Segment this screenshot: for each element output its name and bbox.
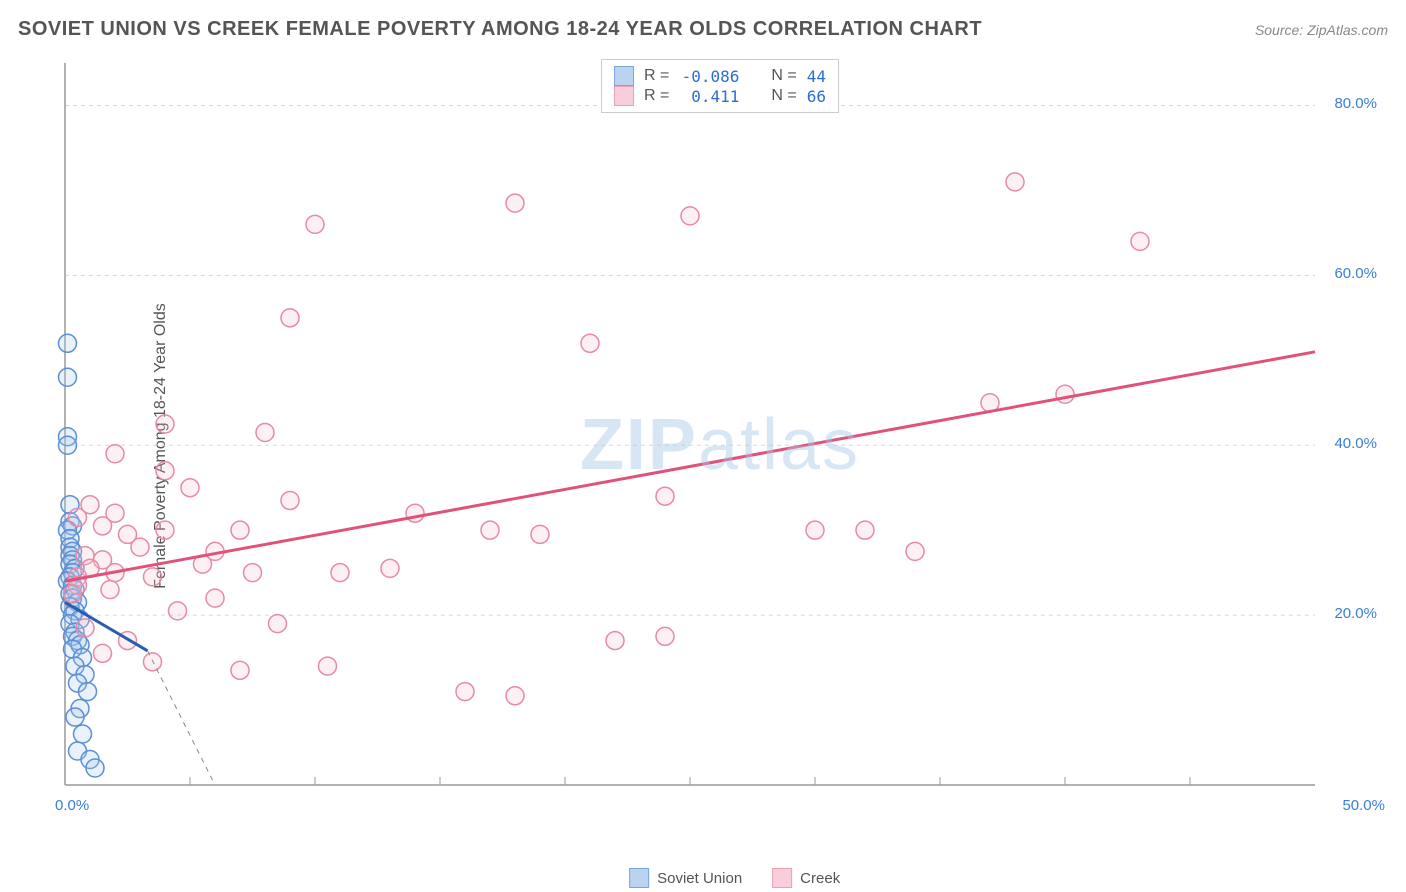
- legend-n-value: 66: [807, 87, 826, 106]
- chart-svg: [55, 55, 1385, 835]
- legend-swatch: [772, 868, 792, 888]
- legend-r-value: 0.411: [679, 87, 739, 106]
- legend-r-value: -0.086: [679, 67, 739, 86]
- legend-series-label: Soviet Union: [657, 870, 742, 887]
- source-label: Source: ZipAtlas.com: [1255, 22, 1388, 38]
- legend-n-label: N =: [771, 67, 796, 85]
- y-tick-label: 80.0%: [1334, 95, 1377, 112]
- legend-swatch: [614, 66, 634, 86]
- legend-series-item: Creek: [772, 868, 840, 888]
- y-tick-label: 40.0%: [1334, 435, 1377, 452]
- legend-series-item: Soviet Union: [629, 868, 742, 888]
- legend-n-label: N =: [771, 87, 796, 105]
- legend-swatch: [614, 86, 634, 106]
- legend-r-label: R =: [644, 67, 669, 85]
- legend-series-label: Creek: [800, 870, 840, 887]
- legend-series: Soviet Union Creek: [629, 868, 840, 888]
- legend-stats: R = -0.086 N = 44 R = 0.411 N = 66: [601, 59, 839, 113]
- y-tick-label: 20.0%: [1334, 605, 1377, 622]
- legend-stat-row: R = -0.086 N = 44: [614, 66, 826, 86]
- legend-stat-row: R = 0.411 N = 66: [614, 86, 826, 106]
- legend-r-label: R =: [644, 87, 669, 105]
- y-tick-label: 60.0%: [1334, 265, 1377, 282]
- legend-swatch: [629, 868, 649, 888]
- chart-title: SOVIET UNION VS CREEK FEMALE POVERTY AMO…: [18, 18, 982, 41]
- source-prefix: Source:: [1255, 22, 1307, 38]
- x-tick-label: 50.0%: [1342, 797, 1385, 814]
- source-link[interactable]: ZipAtlas.com: [1307, 22, 1388, 38]
- x-tick-label: 0.0%: [55, 797, 89, 814]
- legend-n-value: 44: [807, 67, 826, 86]
- scatter-plot: ZIPatlas R =-0.086N =44R =0.411N =66 20.…: [55, 55, 1385, 835]
